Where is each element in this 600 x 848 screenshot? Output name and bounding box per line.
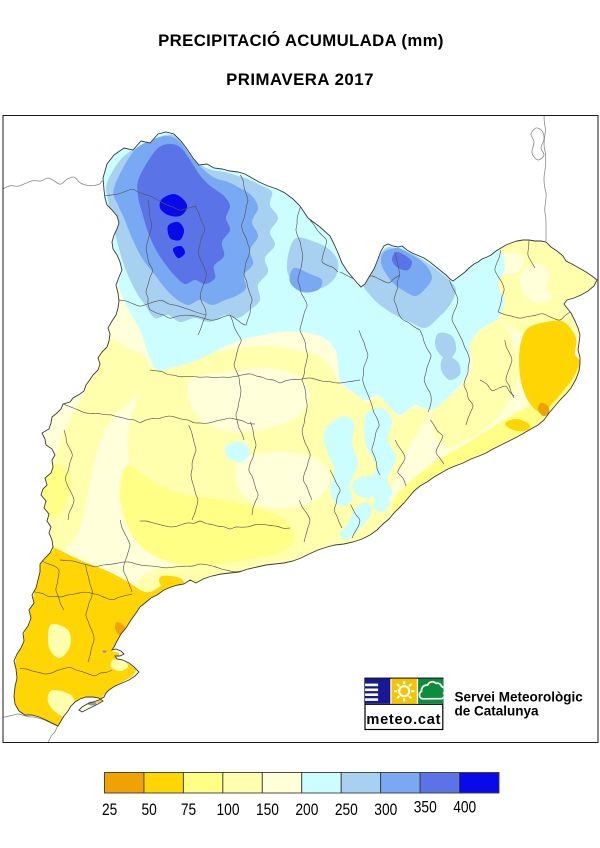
- svg-text:400: 400: [453, 798, 476, 817]
- svg-text:200: 200: [295, 800, 318, 819]
- svg-text:300: 300: [374, 800, 397, 819]
- svg-text:PRECIPITACIÓ ACUMULADA (mm): PRECIPITACIÓ ACUMULADA (mm): [158, 31, 444, 50]
- svg-text:250: 250: [335, 800, 358, 819]
- svg-text:25: 25: [102, 800, 117, 819]
- svg-text:150: 150: [256, 800, 279, 819]
- svg-text:50: 50: [141, 800, 156, 819]
- svg-text:350: 350: [414, 798, 437, 817]
- svg-text:de Catalunya: de Catalunya: [455, 704, 540, 719]
- svg-text:75: 75: [181, 800, 196, 819]
- svg-text:100: 100: [217, 800, 240, 819]
- svg-text:Servei Meteorològic: Servei Meteorològic: [455, 690, 584, 705]
- svg-text:PRIMAVERA 2017: PRIMAVERA 2017: [226, 70, 374, 89]
- svg-text:meteo.cat: meteo.cat: [366, 712, 441, 728]
